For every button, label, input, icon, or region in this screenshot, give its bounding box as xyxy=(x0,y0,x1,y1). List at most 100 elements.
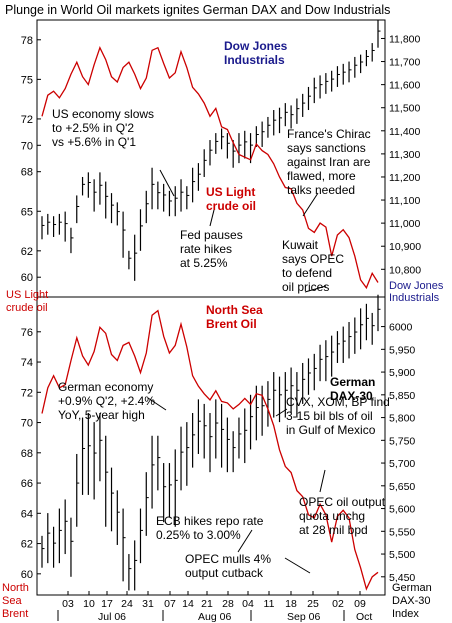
right-tick-label: 5,950 xyxy=(389,344,415,356)
dax-axis-label-line1: German xyxy=(392,582,432,594)
dax-series xyxy=(41,294,381,591)
bottom-right-axis: 5,450 5,500 5,550 5,600 5,650 5,700 5,750 5,800… xyxy=(381,322,415,584)
annotation-line: output cutback xyxy=(185,566,264,580)
x-tick-label: 09 xyxy=(354,598,366,610)
annotation-line: German economy xyxy=(58,380,153,394)
annotation-pointer xyxy=(284,557,311,574)
right-tick-label: 5,450 xyxy=(389,572,415,584)
us-crude-series-label-line2: crude oil xyxy=(206,199,256,213)
right-tick-label: 5,550 xyxy=(389,526,415,538)
dow-series-label-line2: Industrials xyxy=(224,53,285,67)
left-tick-label: 74 xyxy=(21,357,33,369)
annotation-text: OPEC oil output quota unchg at 28 mil bpd xyxy=(299,495,386,537)
left-tick-label: 72 xyxy=(21,114,33,126)
right-axis-label-top: Dow Jones Industrials xyxy=(389,280,446,304)
annotation-line: says OPEC xyxy=(282,252,344,266)
us-crude-axis-label-line1: US Light xyxy=(6,289,48,301)
right-tick-label: 11,000 xyxy=(389,218,420,230)
bottom-panel-frame xyxy=(36,296,386,596)
annotations: US economy slows to +2.5% in Q'2 vs +5.6% … xyxy=(52,107,390,580)
x-tick-label: 25 xyxy=(307,598,319,610)
month-label: Jul 06 xyxy=(98,611,126,623)
right-tick-label: 11,800 xyxy=(389,33,420,45)
left-tick-label: 60 xyxy=(21,569,33,581)
right-tick-label: 11,100 xyxy=(389,195,420,207)
right-axis-label-bottom: German DAX-30 Index xyxy=(392,582,435,620)
annotation-line: OPEC oil output xyxy=(299,495,386,509)
annotation-line: rate hikes xyxy=(180,242,232,256)
left-tick-label: 72 xyxy=(21,387,33,399)
annotation-line: at 5.25% xyxy=(180,256,228,270)
annotation-text: ECB hikes repo rate 0.25% to 3.00% xyxy=(156,514,264,542)
dow-series-label-line1: Dow Jones xyxy=(224,39,288,53)
dax-axis-label-line3: Index xyxy=(392,608,419,620)
x-tick-label: 18 xyxy=(285,598,297,610)
annotation-line: France's Chirac xyxy=(287,127,371,141)
us-crude-series-label-line1: US Light xyxy=(206,185,255,199)
left-tick-label: 62 xyxy=(21,246,33,258)
x-tick-label: 28 xyxy=(222,598,234,610)
left-tick-label: 65 xyxy=(21,206,33,218)
x-tick-label: 02 xyxy=(332,598,344,610)
left-tick-label: 75 xyxy=(21,74,33,86)
x-axis: 03 10 17 24 31 07 14 21 28 04 11 18 25 02 09 Jul 06 Aug … xyxy=(57,591,372,623)
x-tick-label: 03 xyxy=(62,598,74,610)
annotation-line: against Iran are xyxy=(287,155,371,169)
annotation-text: US economy slows to +2.5% in Q'2 vs +5.6% … xyxy=(52,107,154,149)
annotation-pointer xyxy=(304,285,327,293)
oil-price-line xyxy=(41,45,379,290)
annotation-line: says sanctions xyxy=(287,141,366,155)
annotation-line: YoY, 5-year high xyxy=(58,408,145,422)
left-tick-label: 62 xyxy=(21,539,33,551)
left-tick-label: 64 xyxy=(21,508,33,520)
month-label: Oct xyxy=(356,611,372,623)
annotation-pointer xyxy=(302,192,319,217)
annotation-pointer xyxy=(275,408,288,417)
left-axis-label-bottom: North Sea Brent xyxy=(2,582,32,620)
right-tick-label: 5,500 xyxy=(389,549,415,561)
annotation-line: to defend xyxy=(282,266,332,280)
dax-series-label-line2: DAX-30 xyxy=(330,389,373,403)
annotation-line: at 28 mil bpd xyxy=(299,523,368,537)
right-tick-label: 11,400 xyxy=(389,126,420,138)
x-tick-label: 10 xyxy=(83,598,95,610)
annotation-line: vs +5.6% in Q'1 xyxy=(52,135,136,149)
month-label: Aug 06 xyxy=(198,611,231,623)
x-tick-label: 07 xyxy=(164,598,176,610)
brent-series-label-line1: North Sea xyxy=(206,303,263,317)
left-tick-label: 70 xyxy=(21,140,33,152)
right-tick-label: 10,900 xyxy=(389,241,421,253)
annotation-pointer xyxy=(237,529,253,553)
right-tick-label: 11,600 xyxy=(389,80,420,92)
annotation-line: +0.9% Q'2, +2.4% xyxy=(58,394,155,408)
left-tick-label: 78 xyxy=(21,35,33,47)
annotation-line: talks needed xyxy=(287,183,355,197)
bottom-left-axis: 60 62 64 66 68 70 72 74 76 xyxy=(21,327,41,581)
right-tick-label: 5,600 xyxy=(389,504,415,516)
right-tick-label: 6000 xyxy=(389,322,413,334)
dow-series-label: Dow Jones Industrials xyxy=(224,39,291,67)
brent-axis-label-line2: Sea xyxy=(2,595,22,607)
annotation-pointer xyxy=(147,397,167,411)
right-tick-label: 5,800 xyxy=(389,413,415,425)
annotation-line: 3-15 bil bls of oil xyxy=(286,409,373,423)
top-right-axis: 10,800 10,900 11,000 11,100 11,200 11,300 11,4… xyxy=(381,33,421,276)
right-tick-label: 11,700 xyxy=(389,57,420,69)
annotation-line: oil prices xyxy=(282,280,329,294)
dax-series-label: German DAX-30 xyxy=(330,375,379,403)
left-tick-label: 70 xyxy=(21,418,33,430)
right-tick-label: 10,800 xyxy=(389,264,421,276)
right-tick-label: 5,750 xyxy=(389,435,415,447)
dax-axis-label-line2: DAX-30 xyxy=(392,595,431,607)
right-tick-label: 11,500 xyxy=(389,103,420,115)
us-crude-axis-label-line2: crude oil xyxy=(6,302,48,314)
annotation-line: flawed, more xyxy=(287,169,356,183)
annotation-line: Kuwait xyxy=(282,238,319,252)
left-tick-label: 60 xyxy=(21,272,33,284)
dax-series-label-line1: German xyxy=(330,375,375,389)
annotation-line: US economy slows xyxy=(52,107,154,121)
annotation-text: CVX, XOM, BP find 3-15 bil bls of oil in G… xyxy=(286,395,390,437)
annotation-line: OPEC mulls 4% xyxy=(185,552,271,566)
right-tick-label: 5,850 xyxy=(389,390,415,402)
